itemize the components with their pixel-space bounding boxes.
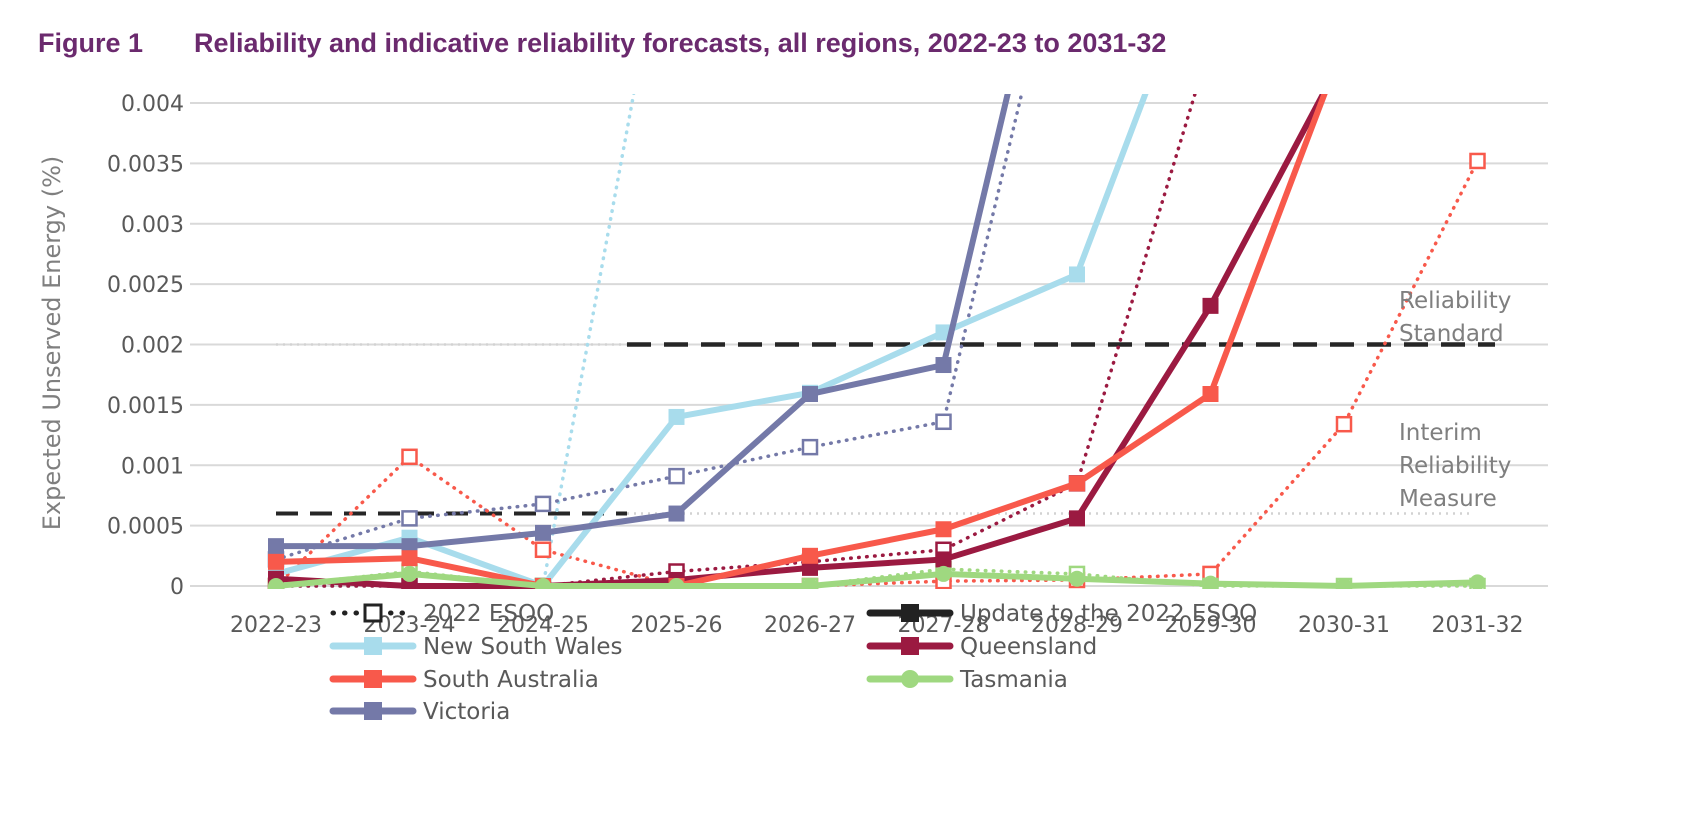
y-tick-label: 0.0025	[107, 273, 184, 298]
queensland-update-point	[1202, 297, 1219, 314]
south-australia-2022-esoo-point	[1335, 415, 1353, 433]
south-australia-2022-esoo-point	[534, 541, 552, 559]
legend-south-australia-label: South Australia	[423, 667, 599, 693]
y-tick-label: 0.0015	[107, 394, 184, 419]
south-australia-update-point	[1202, 386, 1219, 403]
legend-update-to-the-2022-esoo-marker	[901, 604, 919, 622]
x-tick-label: 2031-32	[1432, 613, 1524, 638]
series-layer	[267, 94, 1486, 589]
legend-victoria-label: Victoria	[423, 699, 510, 725]
y-tick-label: 0.0005	[107, 515, 184, 540]
south-australia-update-point	[802, 547, 818, 564]
queensland-update-point	[1069, 510, 1085, 527]
tasmania-update-point	[1336, 578, 1352, 589]
y-tick-label: 0.004	[121, 92, 184, 117]
y-axis-title: Expected Unserved Energy (%)	[38, 156, 66, 531]
y-axis-ticks: 0 0.0005 0.001 0.0015 0.002 0.0025 0.003 0.0035…	[107, 92, 184, 600]
legend-2022-esoo-label: 2022 ESOO	[423, 601, 554, 627]
x-tick-label: 2029-30	[1165, 613, 1257, 638]
victoria-2022-esoo-point	[801, 438, 819, 456]
queensland-update-point	[401, 578, 418, 589]
x-tick-label: 2025-26	[631, 613, 723, 638]
annotation-text: Reliability	[1399, 453, 1511, 479]
reference-lines	[276, 342, 1495, 516]
figure-title: Reliability and indicative reliability f…	[194, 28, 1167, 58]
annotation-text: Standard	[1399, 321, 1504, 347]
victoria-2022-esoo-point	[935, 413, 952, 431]
tasmania-update-point	[535, 578, 551, 589]
tasmania-update-point	[401, 565, 418, 582]
new-south-wales-update-point	[668, 408, 685, 425]
tasmania-update-point	[268, 578, 284, 589]
legend-new-south-wales-label: New South Wales	[423, 634, 623, 660]
x-axis-ticks: 2022-23 2023-24 2024-25 2025-26 2026-27 2027-…	[230, 613, 1523, 638]
victoria-update-point	[268, 538, 284, 555]
y-tick-label: 0	[170, 575, 184, 600]
tasmania-update-point	[1069, 570, 1085, 587]
legend-tasmania-label: Tasmania	[959, 667, 1068, 693]
legend-2022-esoo-marker	[363, 603, 383, 623]
y-tick-label: 0.003	[121, 213, 184, 238]
south-australia-update-point	[935, 521, 952, 538]
tasmania-update-point	[935, 565, 952, 582]
new-south-wales-2022-esoo-line	[274, 94, 636, 588]
legend-tasmania-marker	[901, 670, 919, 688]
legend-queensland-marker	[901, 637, 919, 655]
y-tick-label: 0.001	[121, 454, 184, 479]
south-australia-update-point	[401, 550, 418, 567]
figure-number: Figure 1	[38, 28, 144, 58]
victoria-2022-esoo-point	[668, 467, 685, 485]
x-tick-label: 2028-29	[1031, 613, 1123, 638]
victoria-2022-esoo-point	[401, 510, 418, 527]
legend: 2022 ESOO Update to the 2022 ESOO New Sout…	[329, 601, 1257, 725]
tasmania-update-point	[802, 578, 818, 589]
legend-victoria-marker	[364, 702, 382, 720]
queensland-update-point	[935, 551, 952, 568]
victoria-update-point	[802, 386, 818, 403]
tasmania-update-line	[273, 570, 1481, 589]
annotation-text: Interim	[1399, 420, 1482, 446]
x-tick-label: 2026-27	[764, 613, 856, 638]
victoria-update-point	[935, 357, 952, 374]
victoria-2022-esoo-point	[534, 495, 552, 513]
victoria-update-point	[401, 538, 418, 555]
y-tick-label: 0.0035	[107, 152, 184, 177]
new-south-wales-update-line	[273, 94, 1149, 589]
x-tick-label: 2024-25	[497, 613, 589, 638]
new-south-wales-update-point	[1069, 266, 1085, 283]
annotations: Reliability Standard Interim Reliability Mea…	[1399, 288, 1511, 512]
annotation-text: Measure	[1399, 486, 1497, 512]
legend-south-australia-marker	[364, 670, 382, 688]
queensland-update-point	[802, 559, 818, 576]
south-australia-update-point	[1069, 475, 1085, 492]
tasmania-update-point	[1469, 574, 1486, 589]
x-tick-label: 2022-23	[230, 613, 322, 638]
figure-header: Figure 1 Reliability and indicative relia…	[38, 28, 1166, 59]
south-australia-update-line	[273, 94, 1328, 589]
queensland-2022-esoo-line	[274, 94, 1197, 588]
legend-update-to-the-2022-esoo-label: Update to the 2022 ESOO	[960, 601, 1257, 627]
annotation-text: Reliability	[1399, 288, 1511, 314]
tasmania-update-point	[1202, 575, 1219, 589]
legend-new-south-wales-marker	[364, 637, 382, 655]
south-australia-update-point	[268, 553, 284, 570]
legend-queensland-label: Queensland	[960, 634, 1097, 660]
victoria-update-point	[535, 524, 551, 541]
south-australia-2022-esoo-point	[1469, 152, 1486, 170]
south-australia-2022-esoo-line	[274, 159, 1480, 588]
x-tick-label: 2030-31	[1298, 613, 1390, 638]
victoria-update-point	[668, 505, 685, 522]
south-australia-2022-esoo-point	[401, 448, 418, 466]
tasmania-update-point	[668, 578, 685, 589]
victoria-update-line	[273, 94, 1011, 550]
y-tick-label: 0.002	[121, 334, 184, 359]
